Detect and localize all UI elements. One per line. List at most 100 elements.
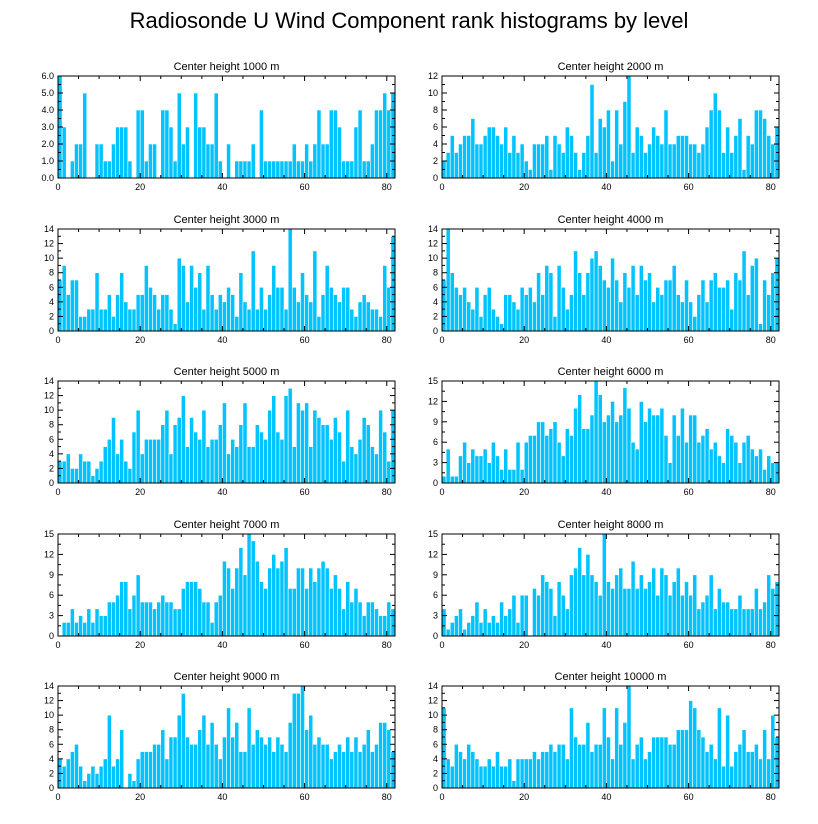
histogram-bar [688, 414, 693, 484]
histogram-bar [259, 736, 264, 789]
x-tick-label: 80 [766, 335, 776, 345]
histogram-bar [511, 301, 517, 332]
y-tick-label: 2 [433, 156, 438, 166]
histogram-bar [328, 286, 334, 332]
histogram-bar [675, 729, 681, 789]
histogram-bar [634, 588, 640, 637]
histogram-bar [291, 143, 297, 179]
histogram-bar [98, 615, 104, 637]
histogram-bar [667, 143, 673, 179]
histogram-bar [234, 160, 240, 179]
histogram-bar [234, 446, 240, 484]
histogram-bar [300, 409, 305, 484]
histogram-bar [741, 441, 747, 484]
x-tick-label: 60 [684, 182, 694, 192]
histogram-bar [630, 152, 636, 179]
histogram-bar [226, 567, 231, 637]
histogram-bar [74, 143, 79, 179]
histogram-bar [704, 301, 710, 332]
histogram-bar [680, 594, 685, 637]
x-tick-label: 80 [382, 792, 392, 802]
histogram-bar [193, 743, 199, 789]
histogram-bar [102, 308, 108, 332]
histogram-bar [597, 394, 603, 484]
histogram-bar [320, 424, 326, 484]
histogram-bar [304, 402, 309, 484]
histogram-bar [745, 294, 751, 332]
histogram-bar [205, 601, 211, 637]
histogram-bar [172, 160, 178, 179]
panel-title: Center height 3000 m [174, 214, 280, 226]
histogram-bar [638, 265, 644, 332]
y-tick-label: 3 [433, 611, 438, 621]
histogram-bar [663, 279, 669, 332]
histogram-bar [601, 421, 607, 484]
histogram-bar [82, 780, 88, 789]
x-tick-label: 60 [300, 792, 310, 802]
histogram-bar [507, 469, 513, 484]
histogram-bar [774, 581, 780, 637]
histogram-bar [386, 286, 392, 332]
histogram-bar [643, 152, 648, 179]
histogram-bar [90, 622, 96, 637]
histogram-bar [119, 729, 125, 789]
histogram-bar [382, 265, 388, 332]
histogram-bar [610, 588, 615, 637]
histogram-bar [499, 143, 504, 179]
histogram-bar [712, 608, 718, 637]
histogram-bar [361, 294, 367, 332]
histogram-bar [643, 588, 648, 637]
histogram-bar [758, 109, 763, 179]
histogram-bar [536, 758, 541, 789]
histogram-bar [349, 160, 355, 179]
y-tick-label: 1.0 [41, 156, 54, 166]
histogram-bar [458, 294, 463, 332]
histogram-bar [741, 169, 747, 179]
histogram-panel: Center height 8000 m 0 20 40 60 80 0 3 6 9 12 15 [428, 519, 780, 650]
y-tick-label: 0 [433, 326, 438, 336]
histogram-bar [131, 308, 137, 332]
histogram-bar [353, 453, 359, 484]
histogram-bar [361, 160, 367, 179]
y-tick-label: 4 [49, 449, 54, 459]
y-tick-label: 10 [428, 88, 438, 98]
histogram-bar [725, 714, 730, 789]
histogram-bar [659, 407, 665, 484]
histogram-bar [57, 460, 63, 484]
histogram-bar [614, 574, 620, 637]
y-tick-label: 14 [44, 224, 54, 234]
x-tick-label: 0 [55, 792, 60, 802]
histogram-bar [365, 424, 371, 484]
histogram-bar [353, 736, 359, 789]
histogram-bar [696, 729, 702, 789]
histogram-bar [601, 533, 607, 637]
histogram-bar [127, 468, 133, 484]
histogram-bar [684, 279, 689, 332]
histogram-bar [144, 438, 149, 484]
histogram-bar [659, 567, 665, 637]
histogram-bar [246, 707, 252, 789]
y-tick-label: 3 [433, 458, 438, 468]
histogram-bar [704, 751, 710, 789]
histogram-bar [585, 135, 591, 179]
histogram-bar [300, 685, 305, 789]
histogram-bar [589, 84, 595, 179]
histogram-bar [238, 547, 244, 637]
histogram-bar [353, 316, 359, 332]
histogram-bar [593, 250, 599, 332]
histogram-bar [328, 588, 334, 637]
histogram-bar [193, 92, 199, 179]
histogram-bar [312, 250, 318, 332]
x-tick-label: 40 [217, 182, 227, 192]
histogram-bar [556, 143, 562, 179]
histogram-bar [449, 135, 455, 179]
histogram-bar [300, 272, 305, 332]
x-tick-label: 0 [55, 487, 60, 497]
histogram-bar [491, 441, 496, 484]
y-tick-label: 15 [428, 529, 438, 539]
histogram-bar [246, 308, 252, 332]
histogram-bar [176, 417, 182, 484]
histogram-bar [622, 722, 628, 789]
histogram-bar [361, 417, 367, 484]
histogram-bar [688, 301, 693, 332]
